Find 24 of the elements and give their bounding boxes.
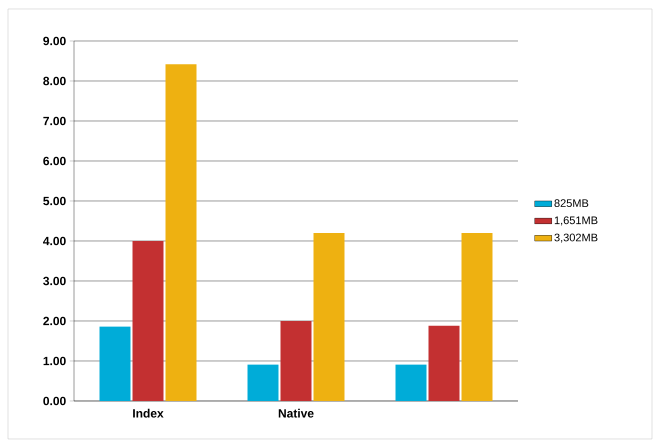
bar xyxy=(314,232,344,401)
y-tick-label: 8.00 xyxy=(43,76,66,86)
y-tick-label: 7.00 xyxy=(43,116,66,126)
bar xyxy=(132,240,164,401)
y-tick-label: 5.00 xyxy=(43,196,66,206)
bar xyxy=(428,326,460,401)
bar xyxy=(462,232,492,401)
x-tick-label: Index xyxy=(133,408,164,418)
y-tick-label: 1.00 xyxy=(44,356,66,366)
bar xyxy=(248,364,278,401)
y-tick-label: 6.00 xyxy=(43,156,66,166)
bar xyxy=(280,320,312,401)
y-tick-label: 2.00 xyxy=(43,316,66,326)
legend-label: 1,651MB xyxy=(554,216,598,226)
x-tick-label: Native xyxy=(278,408,314,418)
bar xyxy=(396,364,426,401)
y-tick-label: 4.00 xyxy=(43,236,66,246)
legend-label: 825MB xyxy=(554,199,588,208)
legend-label: 3,302MB xyxy=(554,234,598,243)
bar xyxy=(166,64,197,401)
y-tick-label: 0.00 xyxy=(43,396,66,406)
bar xyxy=(100,326,131,401)
y-tick-label: 3.00 xyxy=(43,276,66,286)
y-tick-label: 9.00 xyxy=(43,36,66,46)
